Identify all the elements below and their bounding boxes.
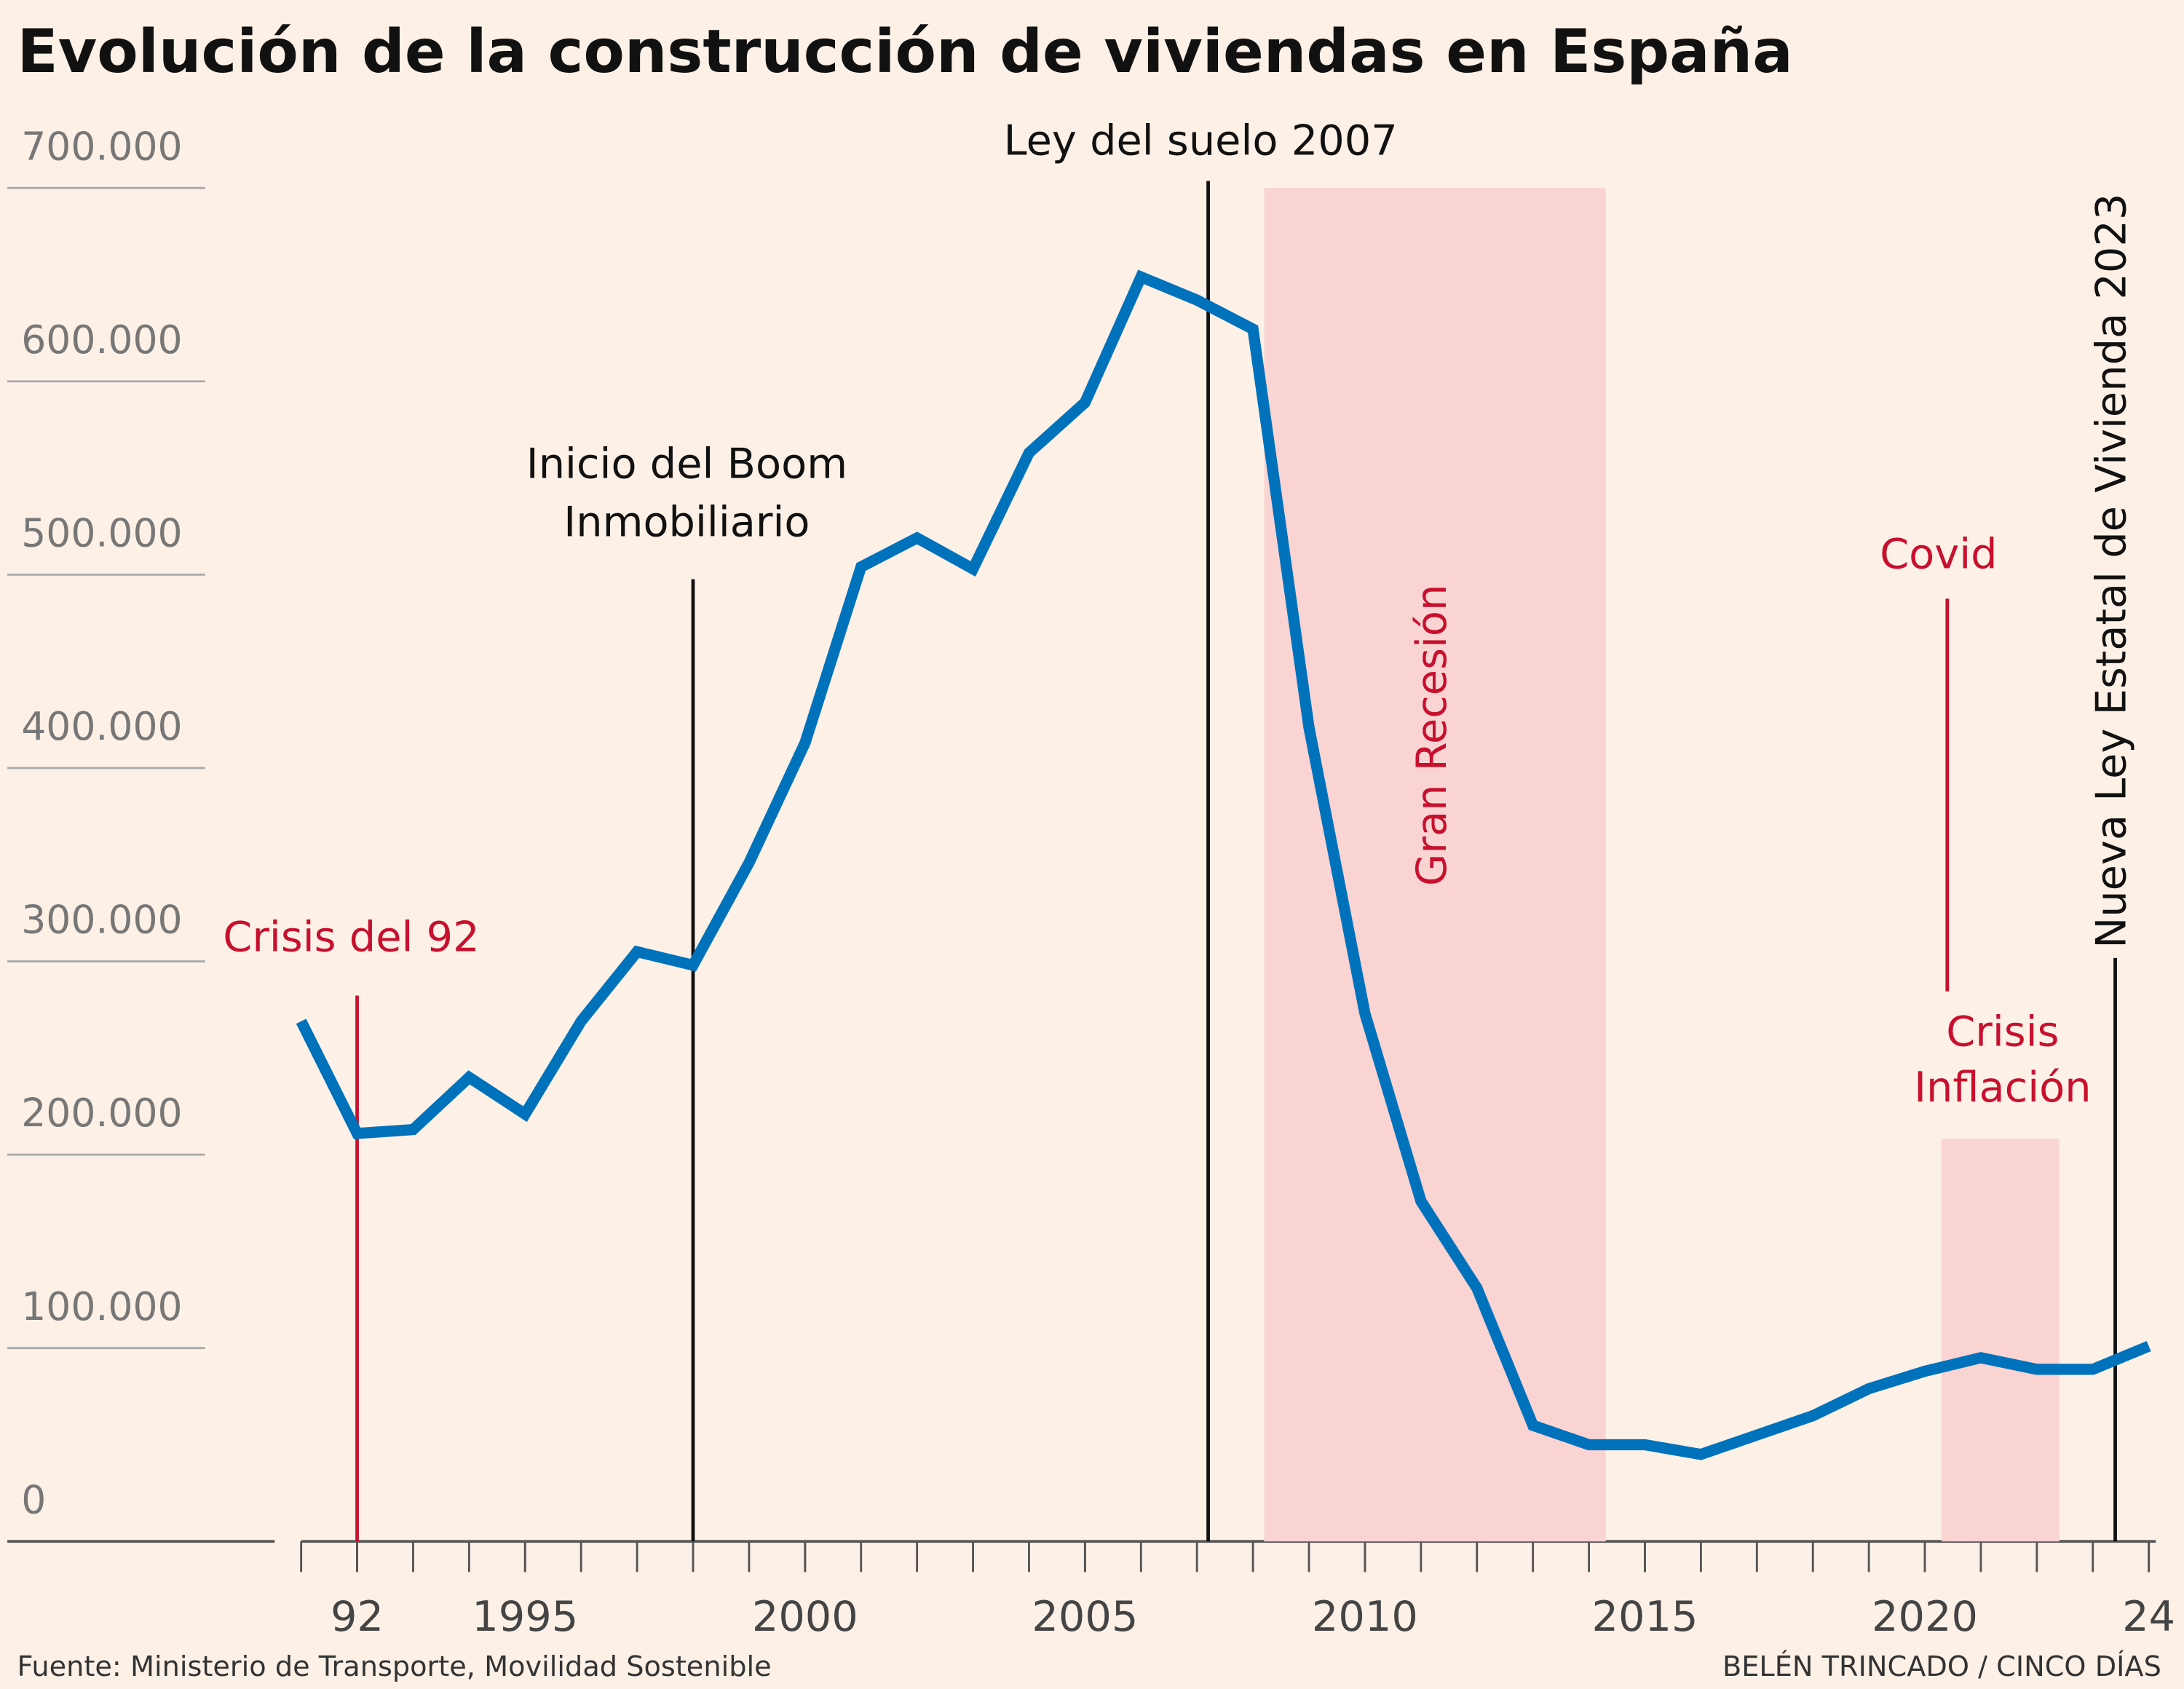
annotation-text: Crisis [1946,1008,2059,1056]
annotation-text: Inflación [1914,1063,2091,1112]
y-tick-label: 400.000 [21,703,182,749]
annotation-text: Nueva Ley Estatal de Vivienda 2023 [2086,194,2135,949]
annotation-text: Crisis del 92 [223,913,479,962]
chart-title: Evolución de la construcción de vivienda… [17,17,1792,87]
x-tick-label: 2000 [752,1592,858,1641]
x-tick-label: 2010 [1312,1592,1418,1641]
shaded-period [1264,188,1606,1542]
annotation-text: Covid [1880,530,1997,579]
x-tick-label: 1995 [472,1592,578,1641]
foreground-layer: Crisis del 92 Inicio del Boom Inmobiliario… [223,116,2151,1460]
credit: BELÉN TRINCADO / CINCO DÍAS [1722,1649,2161,1683]
x-tick-label: 24 [2122,1592,2175,1641]
y-tick-label: 600.000 [21,317,182,363]
annotation-text: Inicio del Boom [526,439,847,488]
x-tick-label: 2015 [1591,1592,1698,1641]
annotation-text: Ley del suelo 2007 [1004,116,1398,165]
y-tick-label: 200.000 [21,1090,182,1136]
annotation-text: Inmobiliario [563,498,810,547]
background-layer: 0 100.000 200.000 300.000 400.000 500.000 600.… [7,123,2175,1641]
annotation-text: Gran Recesión [1407,585,1456,886]
y-tick-label: 0 [21,1476,46,1522]
x-tick-label: 2020 [1872,1592,1978,1641]
x-tick-label: 2005 [1032,1592,1138,1641]
y-tick-label: 700.000 [21,123,182,169]
y-tick-label: 500.000 [21,510,182,555]
y-tick-label: 100.000 [21,1283,182,1329]
x-tick-label: 92 [331,1592,384,1641]
y-tick-label: 300.000 [21,897,182,943]
source: Fuente: Ministerio de Transporte, Movili… [17,1650,771,1683]
shaded-period [1942,1139,2060,1542]
data-line [296,269,2151,1460]
